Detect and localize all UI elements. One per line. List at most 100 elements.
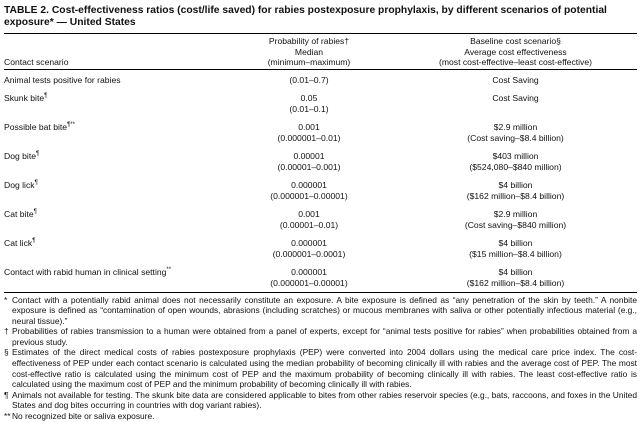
footnote: § Estimates of the direct medical costs o… [4,347,637,389]
header-line: (minimum–maximum) [267,57,351,67]
cell-scenario: Dog lick¶ [4,176,224,205]
header-probability: Probability of rabies† Median (minimum–m… [224,34,394,70]
footnote-mark: ¶ [44,92,48,99]
cell-line: ($15 million–$8.4 billion) [469,248,562,259]
footnotes: * Contact with a potentially rabid animal… [4,295,637,422]
table-row: Animal tests positive for rabies (0.01–0… [4,69,637,89]
cell-line: (0.00001–0.01) [279,219,339,230]
table-row: Skunk bite¶ 0.05 (0.01–0.1) Cost Saving [4,89,637,118]
cell-probability: 0.001 (0.000001–0.01) [224,118,394,147]
cell-line: (0.000001–0.00001) [270,277,348,288]
cell-cost: $403 million ($524,080–$840 million) [394,147,637,176]
header-row: Contact scenario Probability of rabies† … [4,33,637,70]
cell-line: (0.000001–0.0001) [272,248,346,259]
cell-line: ($162 million–$8.4 billion) [466,277,565,288]
footnote-mark: ** [166,266,172,273]
scenario-label: Animal tests positive for rabies [4,74,121,85]
footnote-text: No recognized bite or saliva exposure. [12,411,155,422]
cell-line: Cost Saving [492,92,539,103]
footnote: † Probabilities of rabies transmission to… [4,326,637,347]
table-row: Dog bite¶ 0.00001 (0.00001–0.001) $403 mi… [4,147,637,176]
footnote: ** No recognized bite or saliva exposure. [4,411,637,422]
cell-probability: 0.001 (0.00001–0.01) [224,205,394,234]
cell-line: (0.000001–0.01) [277,132,341,143]
table-row: Cat lick¶ 0.000001 (0.000001–0.0001) $4 b… [4,234,637,263]
header-line: Average cost effectiveness [464,46,567,57]
header-line: Median [294,46,324,57]
footnote-mark: * [4,294,8,305]
header-line: (most cost-effective–least cost-effectiv… [439,57,592,67]
cell-line: $4 billion [498,266,533,277]
cell-line: $4 billion [498,237,533,248]
cell-line: $2.9 million [493,121,538,132]
cell-line: (0.01–0.1) [289,103,329,114]
footnote-text: Contact with a potentially rabid animal … [12,294,637,326]
footnote-text: Animals not available for testing. The s… [12,389,637,411]
cell-line: ($162 million–$8.4 billion) [466,190,565,201]
cell-scenario: Dog bite¶ [4,147,224,176]
cell-scenario: Possible bat bite¶** [4,118,224,147]
table-row: Cat bite¶ 0.001 (0.00001–0.01) $2.9 milli… [4,205,637,234]
header-line: Probability of rabies† [268,36,350,46]
cell-line: (0.00001–0.001) [277,161,341,172]
scenario-label: Cat bite [4,208,34,219]
footnote-mark: ¶ [32,237,36,244]
cell-line: (0.000001–0.00001) [270,190,348,201]
cell-probability: 0.000001 (0.000001–0.00001) [224,263,394,293]
cell-line: $4 billion [498,179,533,190]
scenario-label: Skunk bite [4,92,45,103]
table-title: TABLE 2. Cost-effectiveness ratios (cost… [4,5,607,28]
cell-cost: $2.9 million (Cost saving–$840 million) [394,205,637,234]
cell-probability: 0.000001 (0.000001–0.0001) [224,234,394,263]
cell-probability: 0.05 (0.01–0.1) [224,89,394,118]
header-line: Baseline cost scenario§ [470,36,561,46]
cell-scenario: Cat bite¶ [4,205,224,234]
footnote: * Contact with a potentially rabid animal… [4,295,637,327]
footnote-mark: † [4,326,9,337]
cell-scenario: Contact with rabid human in clinical set… [4,263,224,293]
table-row: Possible bat bite¶** 0.001 (0.000001–0.01… [4,118,637,147]
cell-line: Cost Saving [492,74,539,85]
footnote-mark: ¶ [4,389,9,400]
cell-probability: 0.00001 (0.00001–0.001) [224,147,394,176]
cell-probability: 0.000001 (0.000001–0.00001) [224,176,394,205]
cell-scenario: Cat lick¶ [4,234,224,263]
footnote: ¶ Animals not available for testing. The … [4,390,637,411]
cell-line: $403 million [492,150,539,161]
cell-line: 0.05 [300,92,318,103]
header-contact: Contact scenario [4,57,69,67]
cell-cost: $4 billion ($162 million–$8.4 billion) [394,176,637,205]
footnote-mark: § [4,347,9,358]
cell-cost: $4 billion ($162 million–$8.4 billion) [394,263,637,293]
footnote-mark: ¶ [34,179,38,186]
cell-line: 0.00001 [293,150,325,161]
table-row: Dog lick¶ 0.000001 (0.000001–0.00001) $4 … [4,176,637,205]
cell-cost: Cost Saving [394,69,637,89]
cell-line: 0.001 [298,121,320,132]
cell-line: (Cost saving–$8.4 billion) [467,132,564,143]
cell-scenario: Skunk bite¶ [4,89,224,118]
footnote-text: Probabilities of rabies transmission to … [12,326,637,347]
cost-effectiveness-table: Contact scenario Probability of rabies† … [4,33,637,293]
cell-line: 0.000001 [291,266,327,277]
footnote-mark: ¶** [67,121,75,128]
cell-line: ($524,080–$840 million) [469,161,562,172]
cell-cost: Cost Saving [394,89,637,118]
cell-probability: (0.01–0.7) [224,69,394,89]
cell-line: (Cost saving–$840 million) [464,219,567,230]
footnote-mark: ** [4,411,11,422]
footnote-mark: ¶ [33,208,37,215]
cell-line: (0.01–0.7) [289,74,329,85]
cell-scenario: Animal tests positive for rabies [4,69,224,89]
cell-line: $2.9 million [493,208,538,219]
footnote-text: Estimates of the direct medical costs of… [12,347,637,390]
cell-cost: $4 billion ($15 million–$8.4 billion) [394,234,637,263]
cell-line: 0.001 [298,208,320,219]
scenario-label: Dog lick [4,179,35,190]
cell-line: 0.000001 [291,237,327,248]
scenario-label: Cat lick [4,237,33,248]
cell-cost: $2.9 million (Cost saving–$8.4 billion) [394,118,637,147]
cell-line: 0.000001 [291,179,327,190]
scenario-label: Possible bat bite [4,121,68,132]
